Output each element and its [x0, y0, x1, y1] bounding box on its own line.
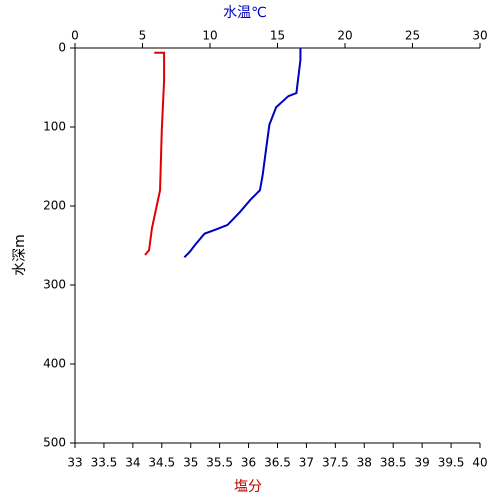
- x-tick-label: 38.5: [380, 456, 407, 470]
- x-tick-label: 33: [67, 456, 82, 470]
- x-tick-label: 34: [125, 456, 140, 470]
- x-tick-label: 39.5: [438, 456, 465, 470]
- x-tick-label: 36.5: [264, 456, 291, 470]
- y-tick-label: 300: [43, 278, 66, 292]
- x-tick-label: 37.5: [322, 456, 349, 470]
- x-tick-label: 36: [241, 456, 256, 470]
- x2-tick-label: 15: [270, 29, 285, 43]
- x-tick-label: 35.5: [206, 456, 233, 470]
- profile-line: [144, 51, 166, 256]
- y-tick-label: 200: [43, 199, 66, 213]
- profile-line: [183, 48, 302, 259]
- x-tick-label: 37: [299, 456, 314, 470]
- x2-tick-label: 30: [472, 29, 487, 43]
- x2-tick-label: 25: [405, 29, 420, 43]
- x-tick-label: 38: [357, 456, 372, 470]
- x-tick-label: 39: [415, 456, 430, 470]
- x2-tick-label: 0: [71, 29, 79, 43]
- y-tick-label: 0: [58, 41, 66, 55]
- x2-axis-label: 水温℃: [223, 5, 267, 21]
- x-tick-label: 34.5: [148, 456, 175, 470]
- x-tick-label: 35: [183, 456, 198, 470]
- x2-tick-label: 5: [139, 29, 147, 43]
- x-axis-label: 塩分: [234, 479, 262, 495]
- x2-tick-label: 20: [337, 29, 352, 43]
- y-axis-label: 水深m: [12, 234, 28, 276]
- x2-tick-label: 10: [202, 29, 217, 43]
- x-tick-label: 33.5: [91, 456, 118, 470]
- y-tick-label: 400: [43, 357, 66, 371]
- y-tick-label: 500: [43, 436, 66, 450]
- x-tick-label: 40: [472, 456, 487, 470]
- y-tick-label: 100: [43, 120, 66, 134]
